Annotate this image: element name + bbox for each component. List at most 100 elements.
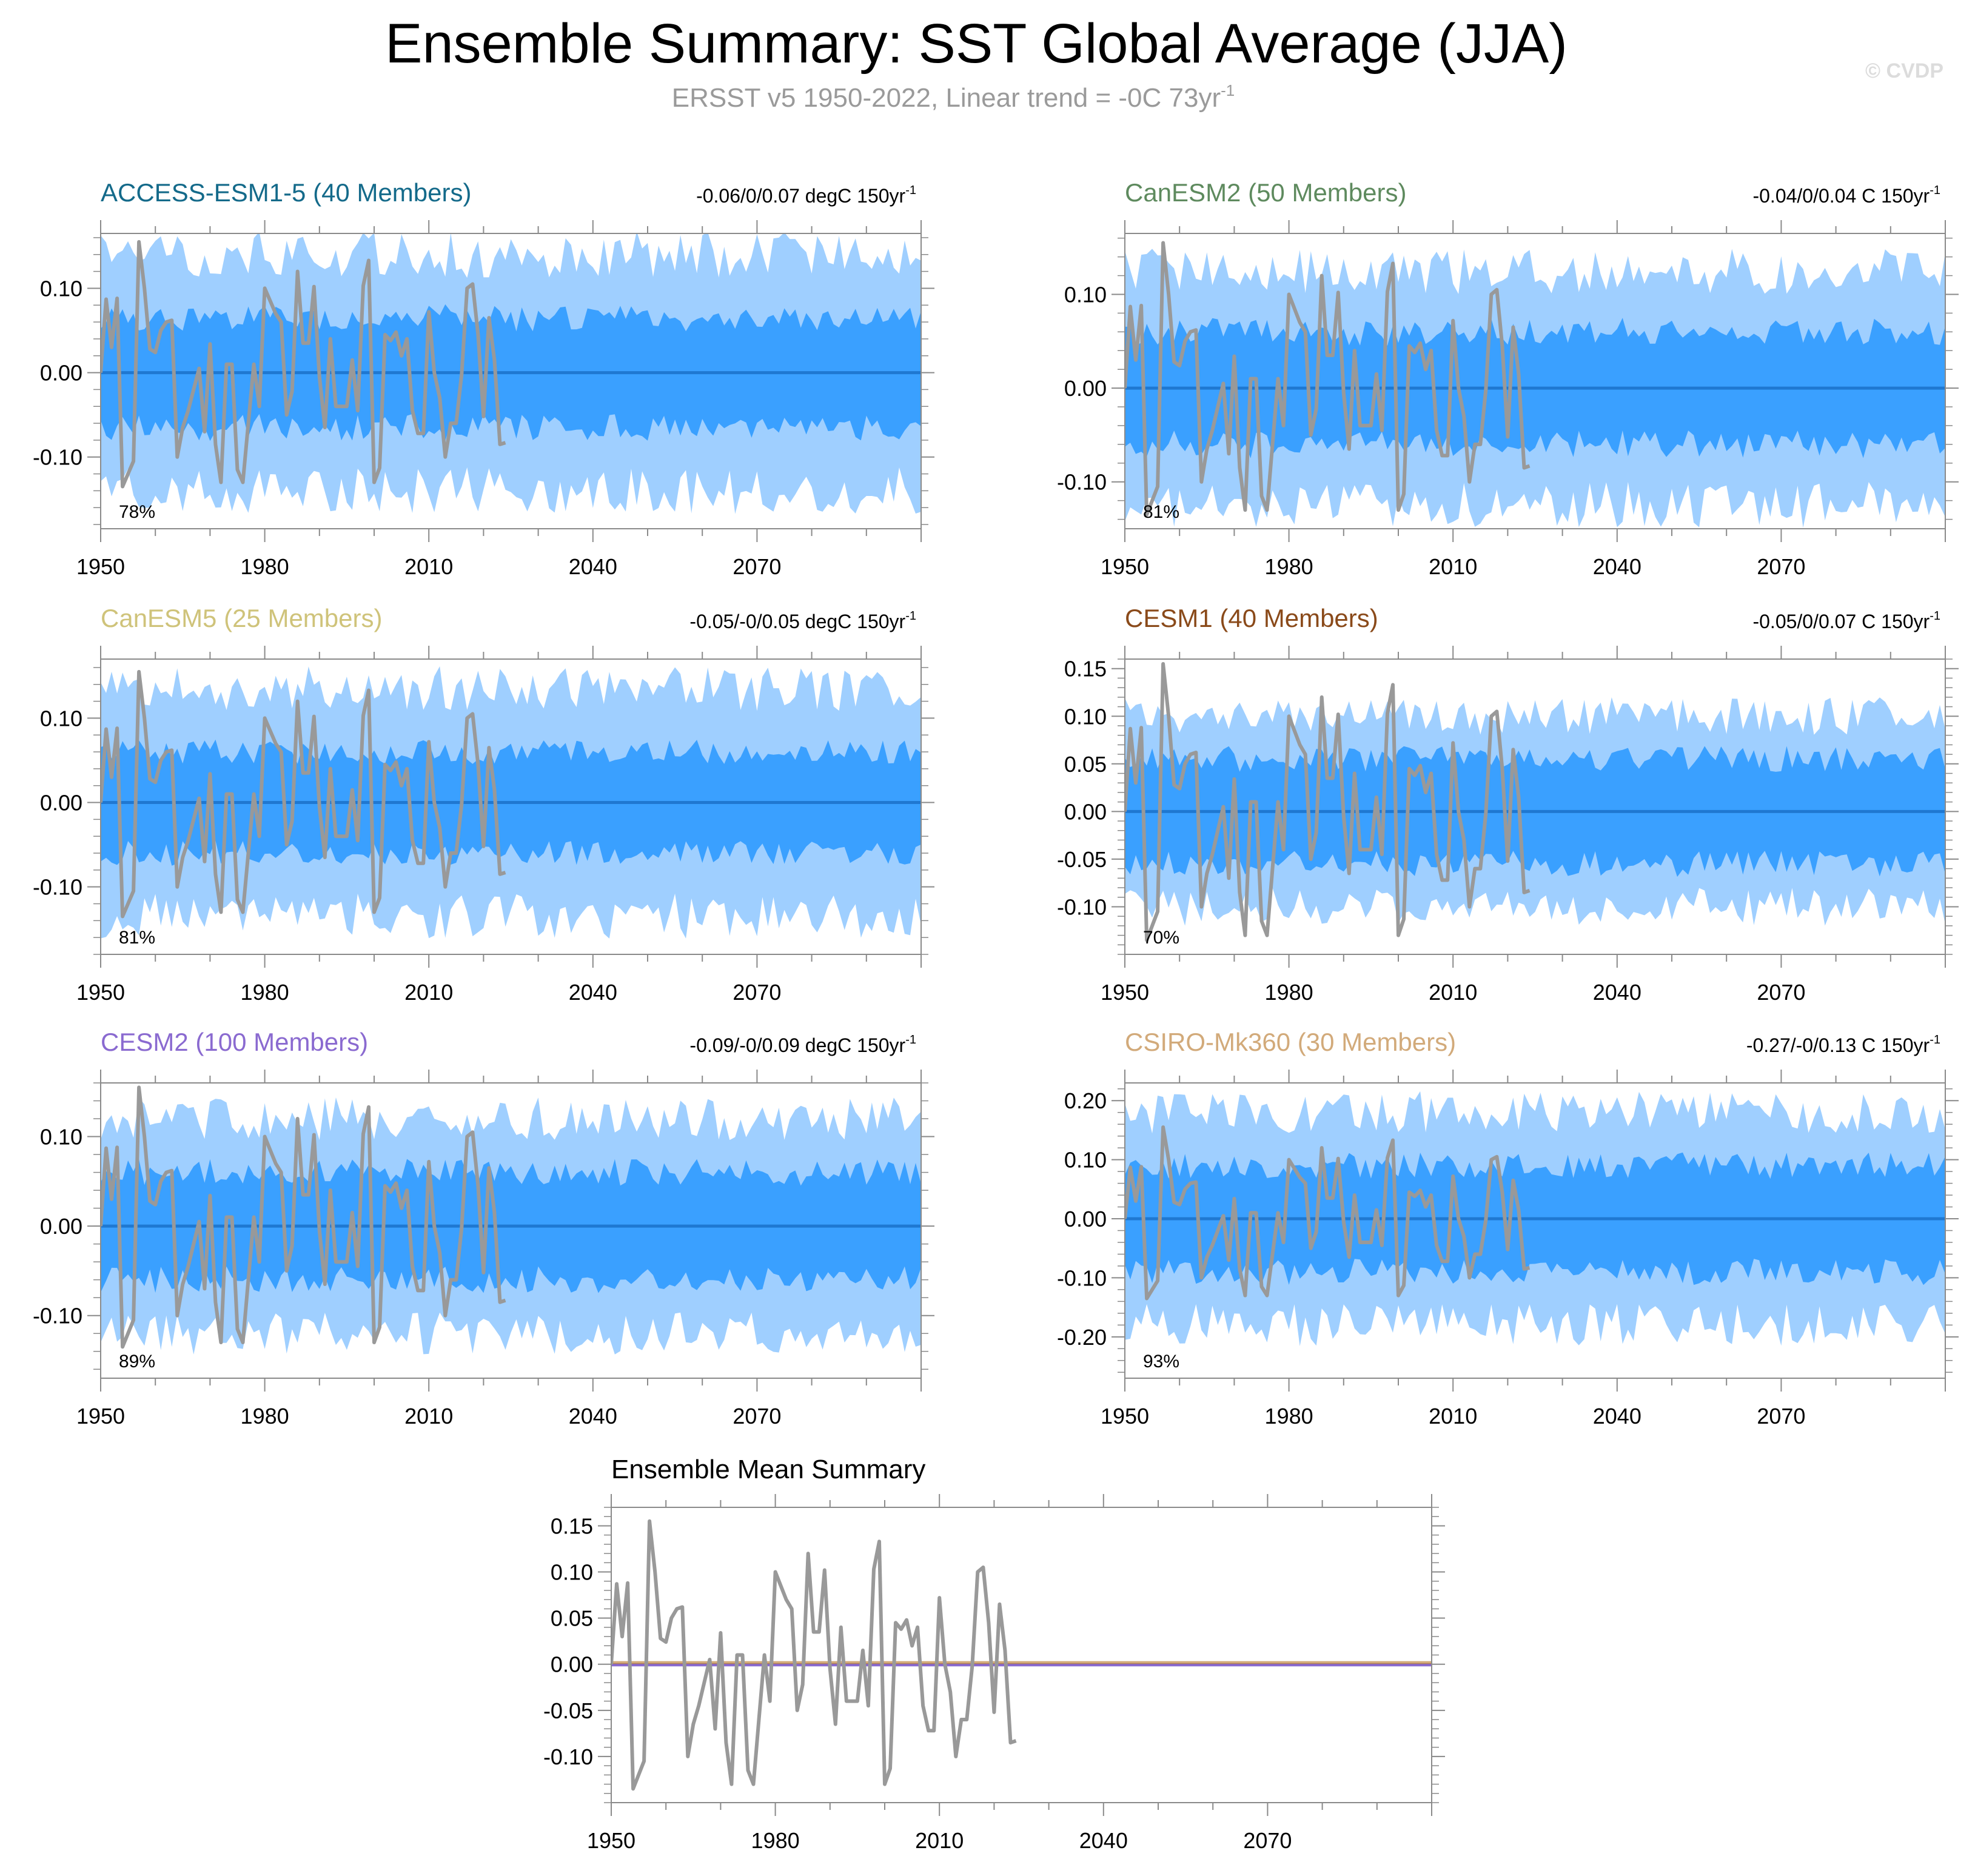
x-tick-label: 1950 [1101, 1404, 1149, 1429]
x-tick-label: 2070 [1243, 1828, 1292, 1853]
plot-area [1125, 241, 1945, 528]
panel-title: CanESM2 (50 Members) [1125, 178, 1406, 207]
plot-area [101, 666, 921, 939]
y-tick-label: 0.20 [1064, 1088, 1107, 1113]
x-tick-label: 2040 [569, 1404, 617, 1429]
plot-area [611, 1519, 1432, 1791]
y-tick-label: 0.10 [551, 1560, 593, 1585]
y-tick-label: -0.10 [543, 1744, 593, 1769]
x-tick-label: 2040 [1593, 1404, 1641, 1429]
trend-annotation: -0.05/-0/0.05 degC 150yr-1 [689, 609, 916, 632]
x-tick-label: 1980 [241, 554, 289, 579]
x-tick-label: 2010 [404, 980, 453, 1005]
y-tick-label: 0.10 [1064, 282, 1107, 307]
x-tick-label: 2070 [1757, 1404, 1805, 1429]
y-tick-label: 0.10 [40, 276, 82, 301]
y-tick-label: 0.10 [1064, 1148, 1107, 1173]
observations-line [1125, 1125, 1531, 1301]
y-tick-label: -0.10 [33, 1304, 82, 1328]
panel-title: CESM1 (40 Members) [1125, 604, 1378, 632]
panel-6: 1950 1980 2010 2040 2070 -0.10 -0.05 0.00 0.05 0.… [543, 1455, 1445, 1853]
x-tick-label: 1980 [1265, 554, 1313, 579]
percent-label: 89% [119, 1352, 155, 1372]
trend-text: -0.06/0/0.07 degC 150yr [696, 185, 905, 207]
x-tick-label: 1980 [751, 1828, 800, 1853]
y-tick-label: 0.00 [1064, 1207, 1107, 1231]
percent-label: 81% [1143, 502, 1179, 522]
trend-annotation: -0.27/-0/0.13 C 150yr-1 [1746, 1033, 1940, 1056]
x-tick-label: 1950 [76, 554, 125, 579]
y-tick-label: 0.00 [40, 1214, 82, 1239]
figure-subtitle: ERSST v5 1950-2022, Linear trend = -0C 7… [672, 81, 1235, 113]
x-tick-label: 2040 [569, 980, 617, 1005]
x-tick-label: 2010 [1429, 554, 1477, 579]
y-tick-label: 0.00 [551, 1652, 593, 1677]
percent-label: 81% [119, 928, 155, 948]
trend-annotation: -0.04/0/0.04 C 150yr-1 [1752, 184, 1940, 207]
mean-panel-title: Ensemble Mean Summary [611, 1455, 925, 1484]
x-tick-label: 2070 [733, 1404, 781, 1429]
panels: 1950 1980 2010 2040 2070 -0.10 0.00 0.10 ACCESS-… [33, 178, 1959, 1853]
panel-2: 1950 1980 2010 2040 2070 -0.10 0.00 0.10 CanESM5… [33, 604, 934, 1005]
y-tick-label: 0.10 [40, 706, 82, 731]
x-tick-label: 2070 [1757, 554, 1805, 579]
percent-label: 93% [1143, 1352, 1179, 1372]
trend-text: -0.05/0/0.07 C 150yr [1752, 611, 1930, 632]
trend-superscript: -1 [1930, 184, 1940, 197]
x-tick-label: 1950 [1101, 980, 1149, 1005]
y-tick-label: 0.00 [40, 791, 82, 816]
x-tick-label: 2010 [404, 554, 453, 579]
y-tick-label: -0.05 [1057, 847, 1107, 872]
panel-1: 1950 1980 2010 2040 2070 -0.10 0.00 0.10 CanESM2… [1057, 178, 1959, 579]
trend-annotation: -0.09/-0/0.09 degC 150yr-1 [689, 1033, 916, 1056]
y-tick-label: 0.00 [1064, 376, 1107, 401]
y-tick-label: -0.10 [33, 875, 82, 900]
trend-text: -0.05/-0/0.05 degC 150yr [689, 611, 905, 632]
y-tick-label: 0.15 [1064, 657, 1107, 682]
plot-frame [100, 1082, 922, 1379]
x-tick-label: 2010 [915, 1828, 964, 1853]
y-tick-label: -0.10 [1057, 470, 1107, 495]
x-tick-label: 2070 [733, 980, 781, 1005]
plot-area [1125, 662, 1945, 942]
percent-label: 70% [1143, 928, 1179, 948]
y-tick-label: -0.20 [1057, 1325, 1107, 1350]
subtitle-superscript: -1 [1221, 81, 1235, 99]
y-tick-label: 0.00 [40, 361, 82, 386]
subtitle-text: ERSST v5 1950-2022, Linear trend = -0C 7… [672, 83, 1221, 113]
x-tick-label: 2070 [733, 554, 781, 579]
observations-line [101, 1085, 506, 1349]
trend-text: -0.27/-0/0.13 C 150yr [1746, 1034, 1930, 1056]
x-tick-label: 2040 [1593, 554, 1641, 579]
y-tick-label: 0.15 [551, 1513, 593, 1538]
observations-line [101, 240, 506, 489]
observations-line [101, 669, 506, 919]
x-tick-label: 1980 [241, 980, 289, 1005]
trend-superscript: -1 [1930, 609, 1940, 623]
y-tick-label: 0.10 [1064, 704, 1107, 729]
x-tick-label: 1980 [1265, 1404, 1313, 1429]
plot-area [101, 1085, 921, 1355]
percent-label: 78% [119, 502, 155, 522]
copyright-watermark: © CVDP [1865, 59, 1943, 82]
y-tick-label: -0.10 [1057, 1265, 1107, 1290]
plot-frame [100, 658, 922, 955]
x-tick-label: 2040 [1079, 1828, 1128, 1853]
plot-area [101, 233, 921, 514]
trend-text: -0.09/-0/0.09 degC 150yr [689, 1034, 905, 1056]
panel-title: CESM2 (100 Members) [101, 1028, 368, 1056]
trend-superscript: -1 [905, 1033, 916, 1047]
trend-superscript: -1 [905, 184, 916, 197]
observations-line [1125, 662, 1531, 942]
x-tick-label: 1950 [76, 980, 125, 1005]
x-tick-label: 1950 [1101, 554, 1149, 579]
x-tick-label: 1950 [587, 1828, 635, 1853]
x-tick-label: 2040 [1593, 980, 1641, 1005]
x-tick-label: 2010 [1429, 980, 1477, 1005]
observations-line [611, 1519, 1017, 1791]
x-tick-label: 2010 [404, 1404, 453, 1429]
x-tick-label: 1980 [241, 1404, 289, 1429]
figure-title: Ensemble Summary: SST Global Average (JJ… [385, 13, 1568, 75]
x-tick-label: 2010 [1429, 1404, 1477, 1429]
panel-title: ACCESS-ESM1-5 (40 Members) [101, 178, 471, 207]
